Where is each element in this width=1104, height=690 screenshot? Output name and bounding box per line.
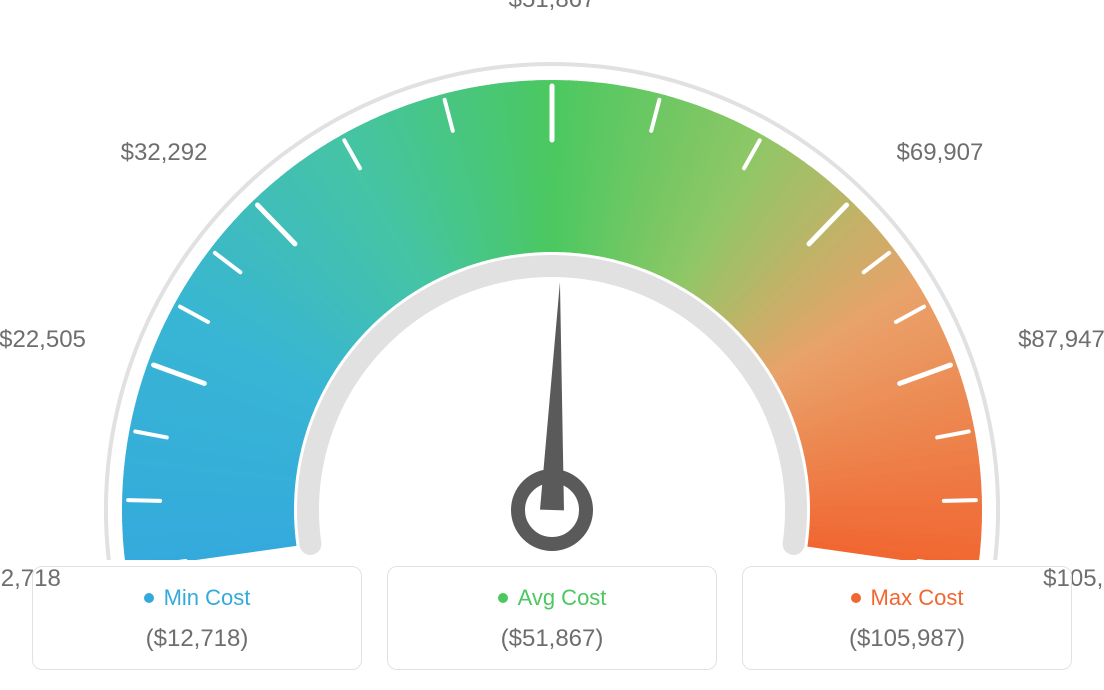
legend-dot-min: [144, 593, 154, 603]
legend-row: Min Cost ($12,718) Avg Cost ($51,867) Ma…: [0, 566, 1104, 670]
gauge-tick-label: $32,292: [121, 139, 208, 167]
legend-dot-max: [851, 593, 861, 603]
chart-container: $12,718$22,505$32,292$51,867$69,907$87,9…: [0, 0, 1104, 690]
legend-label-max: Max Cost: [871, 585, 964, 611]
legend-dot-avg: [498, 593, 508, 603]
gauge-tick-label: $87,947: [1018, 326, 1104, 354]
gauge-chart: $12,718$22,505$32,292$51,867$69,907$87,9…: [0, 0, 1104, 545]
legend-label-avg: Avg Cost: [518, 585, 607, 611]
legend-value-max: ($105,987): [743, 625, 1071, 653]
legend-title-min: Min Cost: [144, 585, 251, 611]
legend-value-min: ($12,718): [33, 625, 361, 653]
gauge-tick-label: $22,505: [0, 326, 86, 354]
legend-card-min: Min Cost ($12,718): [32, 566, 362, 670]
gauge-svg: [0, 0, 1104, 560]
legend-title-max: Max Cost: [851, 585, 964, 611]
legend-card-max: Max Cost ($105,987): [742, 566, 1072, 670]
gauge-tick-label: $51,867: [509, 0, 596, 14]
legend-value-avg: ($51,867): [388, 625, 716, 653]
legend-title-avg: Avg Cost: [498, 585, 607, 611]
legend-label-min: Min Cost: [164, 585, 251, 611]
gauge-tick-label: $69,907: [897, 139, 984, 167]
legend-card-avg: Avg Cost ($51,867): [387, 566, 717, 670]
